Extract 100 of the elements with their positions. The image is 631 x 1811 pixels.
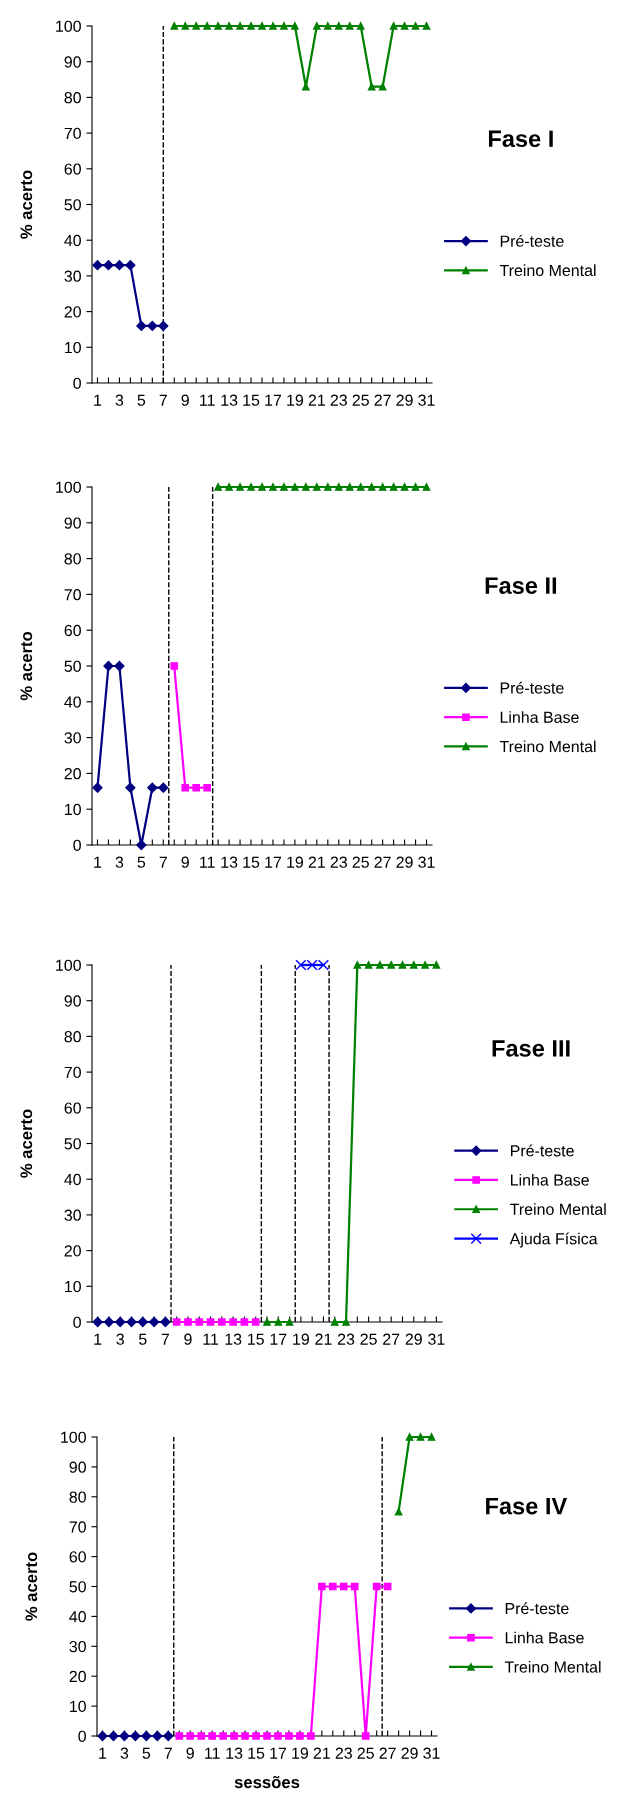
- point: [345, 483, 354, 491]
- point: [158, 320, 169, 331]
- point: [125, 260, 136, 271]
- point: [170, 22, 179, 30]
- legend-title: Fase II: [485, 577, 557, 594]
- y-tick-label: 70: [64, 589, 81, 601]
- x-tick-label: 19: [293, 1333, 309, 1345]
- point: [361, 1732, 370, 1740]
- x-tick-label: 15: [248, 1333, 264, 1345]
- x-tick-label: 17: [265, 856, 282, 868]
- point: [334, 483, 343, 491]
- y-tick-label: 50: [64, 660, 81, 672]
- y-tick-label: 90: [64, 995, 81, 1007]
- point: [247, 22, 255, 30]
- point: [280, 483, 288, 491]
- point: [225, 483, 233, 491]
- x-tick-label: 19: [292, 1747, 309, 1759]
- point: [280, 22, 288, 30]
- point: [313, 22, 321, 30]
- x-tick-label: 15: [243, 856, 260, 868]
- x-tick-label: 3: [116, 1333, 124, 1345]
- point: [427, 1433, 436, 1441]
- x-tick-label: 29: [396, 856, 413, 868]
- x-tick-label: 23: [335, 1747, 352, 1759]
- legend-label: Pré-teste: [500, 681, 564, 694]
- y-tick-label: 100: [56, 959, 81, 971]
- x-tick-label: 29: [396, 394, 413, 406]
- point: [356, 483, 365, 491]
- point: [323, 22, 332, 30]
- x-tick-label: 23: [337, 1333, 355, 1345]
- point: [405, 1433, 414, 1441]
- x-tick-label: 3: [115, 856, 124, 868]
- x-tick-label: 29: [405, 1333, 422, 1345]
- point: [411, 483, 420, 491]
- point: [192, 783, 201, 792]
- point: [92, 782, 103, 793]
- point: [339, 1582, 348, 1591]
- y-tick-label: 0: [73, 1316, 81, 1328]
- y-tick-label: 40: [64, 1173, 81, 1186]
- y-tick-label: 50: [69, 1581, 86, 1593]
- x-tick-label: 9: [181, 856, 189, 868]
- point: [181, 783, 190, 792]
- point: [125, 782, 136, 793]
- x-tick-label: 5: [137, 856, 146, 868]
- point: [394, 1507, 403, 1516]
- legend-label: Pré-teste: [500, 234, 564, 247]
- point: [313, 483, 321, 491]
- y-tick-label: 10: [65, 1280, 81, 1293]
- x-tick-label: 17: [265, 394, 282, 406]
- x-tick-label: 17: [270, 1747, 287, 1759]
- x-tick-label: 19: [287, 856, 304, 868]
- x-tick-label: 27: [379, 1747, 396, 1759]
- point: [214, 22, 222, 30]
- y-tick-label: 20: [64, 1245, 81, 1257]
- point: [400, 483, 409, 491]
- legend-label: Linha Base: [500, 711, 579, 723]
- point: [158, 782, 169, 793]
- x-tick-label: 9: [186, 1747, 194, 1759]
- x-tick-label: 21: [315, 1333, 332, 1345]
- point: [225, 22, 233, 30]
- y-tick-label: 0: [78, 1730, 86, 1742]
- x-tick-label: 25: [352, 394, 369, 406]
- point: [411, 22, 420, 30]
- point: [175, 1732, 184, 1740]
- y-tick-label: 20: [64, 768, 81, 780]
- point: [203, 22, 211, 30]
- point: [186, 1732, 195, 1740]
- x-tick-label: 7: [159, 856, 167, 868]
- y-tick-label: 60: [64, 163, 81, 175]
- y-axis-title: % acerto: [20, 631, 33, 701]
- y-axis-title: % acerto: [25, 1552, 38, 1621]
- y-tick-label: 90: [69, 1461, 86, 1473]
- x-tick-label: 5: [139, 1333, 147, 1345]
- x-tick-label: 25: [360, 1333, 377, 1345]
- legend-label: Treino Mental: [504, 1660, 601, 1673]
- x-tick-label: 9: [181, 394, 189, 406]
- point: [416, 1433, 425, 1441]
- x-tick-label: 31: [423, 1747, 440, 1759]
- y-tick-label: 10: [70, 1700, 86, 1713]
- point: [236, 483, 244, 491]
- point: [328, 1582, 337, 1591]
- x-tick-label: 19: [287, 394, 304, 406]
- y-tick-label: 60: [64, 1102, 81, 1114]
- point: [389, 483, 398, 491]
- legend-title: Fase III: [492, 1040, 570, 1057]
- x-tick-label: 21: [308, 856, 325, 868]
- point: [181, 22, 190, 30]
- legend-title: Fase I: [488, 130, 553, 148]
- legend-label: Linha Base: [505, 1631, 584, 1644]
- point: [92, 260, 103, 271]
- y-tick-label: 0: [73, 839, 81, 851]
- x-tick-label: 5: [137, 394, 146, 406]
- y-tick-label: 80: [64, 1031, 81, 1043]
- x-tick-label: 9: [184, 1333, 192, 1345]
- y-tick-label: 40: [64, 234, 81, 247]
- y-tick-label: 70: [69, 1521, 86, 1533]
- x-tick-label: 27: [374, 394, 391, 406]
- point: [147, 782, 158, 793]
- x-tick-label: 11: [200, 856, 215, 868]
- point: [378, 483, 387, 491]
